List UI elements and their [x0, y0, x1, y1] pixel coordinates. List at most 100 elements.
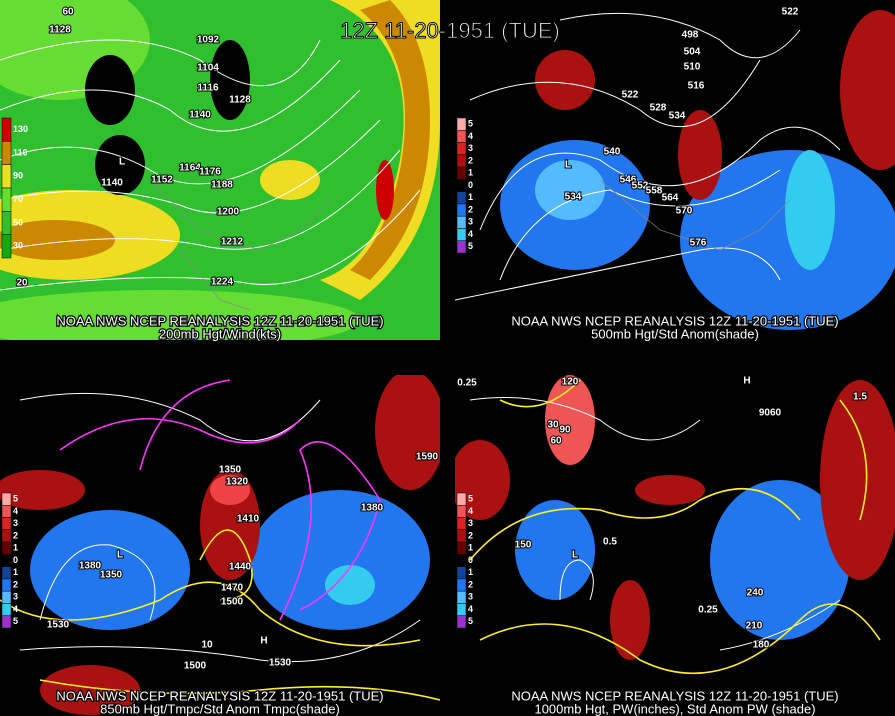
contour-label: L — [565, 160, 571, 171]
panel-caption: NOAA NWS NCEP REANALYSIS 12Z 11-20-1951 … — [56, 688, 383, 703]
contour-label: 1320 — [226, 477, 249, 488]
contour-label: 552 — [632, 181, 649, 192]
colorbar-swatch — [456, 541, 467, 555]
colorbar-swatch — [456, 228, 467, 241]
contour-label: 60 — [62, 7, 74, 18]
contour-label: 1380 — [79, 561, 102, 572]
contour-label: 1350 — [100, 570, 123, 581]
contour-label: 1410 — [237, 514, 260, 525]
contour-label: 1500 — [184, 661, 207, 672]
colorbar-label: 5 — [468, 241, 473, 251]
contour-label: 504 — [684, 47, 701, 58]
colorbar-swatch — [456, 203, 467, 217]
panel-200mb — [0, 0, 440, 340]
colorbar-label: 2 — [13, 530, 18, 540]
colorbar-label: 2 — [468, 579, 473, 589]
colorbar-swatch — [456, 215, 467, 229]
contour-label: 540 — [604, 147, 621, 158]
colorbar-swatch — [1, 590, 12, 604]
colorbar-swatch — [1, 554, 12, 567]
contour-label: 1224 — [211, 277, 234, 288]
contour-label: 1128 — [229, 95, 251, 106]
contour-label: 60 — [550, 436, 562, 447]
contour-label: 570 — [676, 206, 693, 217]
colorbar-label: 1 — [468, 168, 473, 178]
colorbar-label: 5 — [468, 494, 473, 504]
colorbar-swatch — [1, 117, 12, 142]
colorbar-label: 5 — [468, 119, 473, 129]
colorbar-swatch — [1, 187, 12, 212]
contour-label: L — [572, 550, 578, 561]
colorbar-swatch — [1, 141, 12, 165]
contour-label: 1188 — [211, 180, 233, 191]
colorbar-label: 130 — [13, 124, 28, 134]
panel-caption: 850mb Hgt/Tmpc/Std Anom Tmpc(shade) — [100, 701, 340, 716]
panel-caption: NOAA NWS NCEP REANALYSIS 12Z 11-20-1951 … — [511, 313, 838, 328]
colorbar-label: 4 — [468, 506, 473, 516]
colorbar-label: 50 — [13, 217, 23, 227]
colorbar-label: 5 — [13, 616, 18, 626]
panel-caption: 1000mb Hgt, PW(inches), Std Anom PW (sha… — [534, 701, 815, 716]
contour-label: 576 — [690, 238, 707, 249]
contour-label: 1440 — [229, 562, 252, 573]
colorbar-swatch — [456, 505, 467, 518]
panel-850mb — [0, 375, 440, 716]
colorbar-swatch — [456, 240, 467, 254]
colorbar-swatch — [456, 517, 467, 531]
contour-label: 534 — [669, 111, 686, 122]
panel-caption: 500mb Hgt/Std Anom(shade) — [591, 326, 759, 341]
colorbar-label: 5 — [468, 616, 473, 626]
colorbar-label: 5 — [13, 494, 18, 504]
contour-label: 1212 — [221, 237, 244, 248]
colorbar-label: 3 — [468, 143, 473, 153]
contour-label: L — [119, 157, 125, 168]
colorbar-label: 4 — [13, 604, 18, 614]
contour-label: L — [117, 550, 123, 561]
colorbar-swatch — [456, 615, 467, 629]
contour-label: 1128 — [49, 25, 71, 36]
colorbar-label: 2 — [468, 155, 473, 165]
contour-label: 1530 — [269, 658, 292, 669]
colorbar-swatch — [1, 492, 12, 506]
colorbar-label: 0 — [468, 555, 473, 565]
contour-label: 9060 — [759, 408, 782, 419]
colorbar-label: 1 — [468, 192, 473, 202]
panel-caption: NOAA NWS NCEP REANALYSIS 12Z 11-20-1951 … — [511, 688, 838, 703]
colorbar-swatch — [1, 164, 12, 189]
colorbar-label: 3 — [13, 592, 18, 602]
contour-label: 516 — [688, 81, 705, 92]
contour-label: 0.25 — [698, 605, 718, 616]
contour-label: 150 — [515, 540, 532, 551]
panel-500mb — [455, 0, 895, 340]
colorbar-label: 4 — [13, 506, 18, 516]
colorbar-label: 2 — [468, 204, 473, 214]
contour-label: 1200 — [217, 207, 240, 218]
contour-label: 1104 — [197, 63, 219, 74]
map-title: 12Z 11-20-1951 (TUE) — [340, 18, 560, 43]
colorbar-label: 4 — [468, 604, 473, 614]
contour-label: 90 — [559, 425, 571, 436]
colorbar-label: 1 — [468, 543, 473, 553]
colorbar-label: 1 — [468, 567, 473, 577]
colorbar-label: 90 — [13, 171, 23, 181]
colorbar-swatch — [1, 517, 12, 531]
panel-caption: NOAA NWS NCEP REANALYSIS 12Z 11-20-1951 … — [56, 313, 383, 328]
colorbar-swatch — [456, 154, 467, 168]
colorbar-label: 0 — [468, 180, 473, 190]
contour-label: 120 — [562, 377, 579, 388]
colorbar-swatch — [456, 166, 467, 180]
contour-label: 1176 — [199, 167, 221, 178]
colorbar-swatch — [1, 529, 12, 543]
contour-label: 522 — [622, 90, 639, 101]
colorbar-label: 1 — [13, 567, 18, 577]
contour-label: 1140 — [101, 178, 123, 189]
colorbar-label: 30 — [13, 241, 23, 251]
contour-label: 510 — [684, 62, 701, 73]
colorbar-label: 3 — [468, 592, 473, 602]
colorbar-swatch — [1, 234, 12, 259]
colorbar-label: 110 — [13, 147, 28, 157]
colorbar-swatch — [456, 130, 467, 143]
colorbar-label: 4 — [468, 229, 473, 239]
contour-label: 1152 — [151, 175, 173, 186]
contour-label: 180 — [753, 640, 770, 651]
